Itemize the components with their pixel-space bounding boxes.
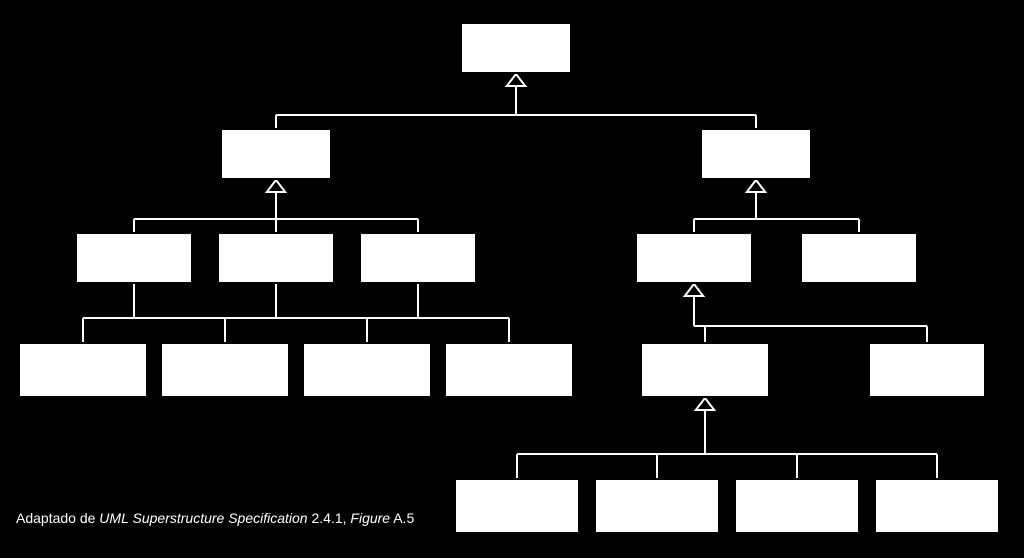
node-L3: [359, 232, 477, 284]
node-LL1: [18, 342, 148, 398]
node-LL3: [302, 342, 432, 398]
node-L1: [75, 232, 193, 284]
caption-version: 2.4.1,: [308, 510, 351, 526]
diagram-canvas: Adaptado de UML Superstructure Specifica…: [0, 0, 1024, 558]
node-R: [700, 128, 812, 180]
caption-italic: UML Superstructure Specification: [99, 510, 307, 526]
node-B3: [734, 478, 860, 534]
node-B1: [454, 478, 580, 534]
node-L: [220, 128, 332, 180]
caption: Adaptado de UML Superstructure Specifica…: [16, 510, 414, 526]
node-B4: [874, 478, 1000, 534]
node-L2: [217, 232, 335, 284]
node-R1: [635, 232, 753, 284]
node-R2: [800, 232, 918, 284]
node-LL2: [160, 342, 290, 398]
caption-figure-word: Figure: [350, 510, 390, 526]
node-RL2: [868, 342, 986, 398]
caption-prefix: Adaptado de: [16, 510, 99, 526]
node-RL1: [640, 342, 770, 398]
node-B2: [594, 478, 720, 534]
node-root: [460, 22, 572, 74]
caption-figure-ref: A.5: [390, 510, 414, 526]
node-LL4: [444, 342, 574, 398]
